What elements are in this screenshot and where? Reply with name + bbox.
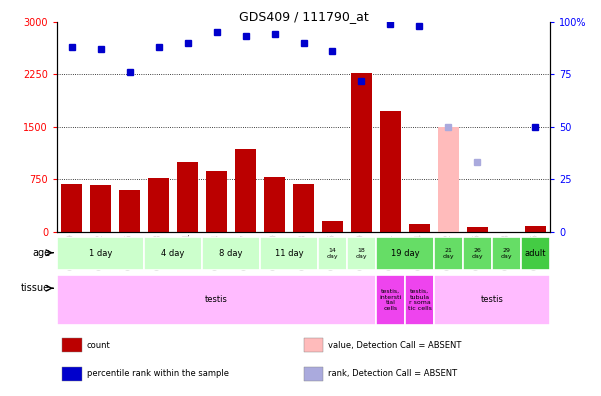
Text: testis,
tubula
r soma
tic cells: testis, tubula r soma tic cells xyxy=(407,289,432,311)
FancyBboxPatch shape xyxy=(202,237,260,270)
Text: value, Detection Call = ABSENT: value, Detection Call = ABSENT xyxy=(328,341,462,350)
Bar xyxy=(236,149,255,232)
Bar xyxy=(61,184,82,232)
FancyBboxPatch shape xyxy=(376,275,405,325)
Bar xyxy=(293,184,314,232)
Text: 26
day: 26 day xyxy=(472,248,483,259)
FancyBboxPatch shape xyxy=(492,237,521,270)
Text: count: count xyxy=(87,341,111,350)
Bar xyxy=(525,227,546,232)
Bar xyxy=(120,190,139,232)
FancyBboxPatch shape xyxy=(434,275,550,325)
FancyBboxPatch shape xyxy=(434,237,463,270)
Bar xyxy=(380,110,401,232)
Text: adult: adult xyxy=(525,249,546,258)
Bar xyxy=(90,185,111,232)
Bar xyxy=(206,171,227,232)
Text: tissue: tissue xyxy=(21,283,50,293)
FancyBboxPatch shape xyxy=(144,237,202,270)
Bar xyxy=(177,162,198,232)
FancyBboxPatch shape xyxy=(318,237,347,270)
Text: GDS409 / 111790_at: GDS409 / 111790_at xyxy=(239,10,368,23)
Bar xyxy=(304,367,323,381)
Text: 29
day: 29 day xyxy=(501,248,512,259)
Bar xyxy=(264,177,285,232)
Text: 4 day: 4 day xyxy=(161,249,185,258)
FancyBboxPatch shape xyxy=(57,275,376,325)
FancyBboxPatch shape xyxy=(347,237,376,270)
Text: age: age xyxy=(32,248,50,258)
Text: 18
day: 18 day xyxy=(356,248,367,259)
Text: 21
day: 21 day xyxy=(443,248,454,259)
Text: percentile rank within the sample: percentile rank within the sample xyxy=(87,369,228,379)
Bar xyxy=(148,179,169,232)
Text: 11 day: 11 day xyxy=(275,249,304,258)
Bar xyxy=(352,73,371,232)
Bar xyxy=(322,221,343,232)
Text: 14
day: 14 day xyxy=(327,248,338,259)
FancyBboxPatch shape xyxy=(521,237,550,270)
Text: rank, Detection Call = ABSENT: rank, Detection Call = ABSENT xyxy=(328,369,457,379)
Bar xyxy=(409,224,430,232)
Bar xyxy=(62,339,82,352)
FancyBboxPatch shape xyxy=(376,237,434,270)
FancyBboxPatch shape xyxy=(260,237,318,270)
Bar xyxy=(438,128,459,232)
Text: 1 day: 1 day xyxy=(89,249,112,258)
Text: testis: testis xyxy=(480,295,504,305)
Bar xyxy=(468,227,487,232)
Bar xyxy=(62,367,82,381)
FancyBboxPatch shape xyxy=(57,237,144,270)
Text: 19 day: 19 day xyxy=(391,249,419,258)
Text: testis: testis xyxy=(205,295,228,305)
FancyBboxPatch shape xyxy=(405,275,434,325)
Bar xyxy=(304,339,323,352)
Text: 8 day: 8 day xyxy=(219,249,243,258)
Text: testis,
intersti
tial
cells: testis, intersti tial cells xyxy=(379,289,401,311)
FancyBboxPatch shape xyxy=(463,237,492,270)
